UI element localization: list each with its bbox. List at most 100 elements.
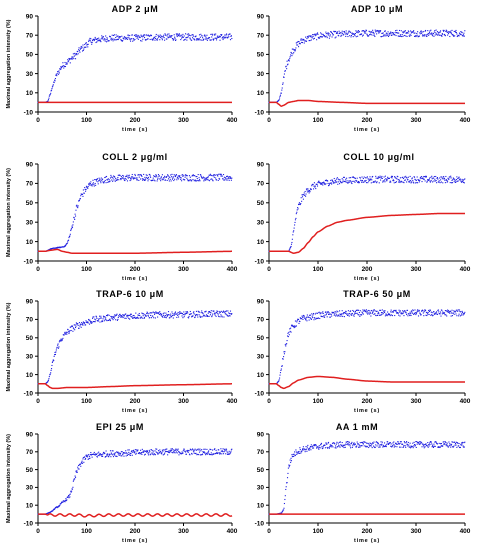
data-point <box>337 446 339 448</box>
data-point <box>398 181 400 183</box>
data-point <box>436 313 439 315</box>
data-point <box>453 445 455 447</box>
x-tick-label: 400 <box>460 398 471 405</box>
data-point <box>115 34 117 36</box>
data-point <box>85 188 87 191</box>
data-point <box>136 37 138 39</box>
data-point <box>163 34 165 36</box>
data-point <box>413 176 416 178</box>
data-point <box>332 181 334 183</box>
data-point <box>412 181 414 183</box>
data-point <box>174 175 177 178</box>
data-point <box>445 445 447 447</box>
data-point <box>50 372 52 374</box>
data-point <box>400 180 402 182</box>
data-point <box>286 477 289 479</box>
data-point <box>319 313 321 315</box>
data-point <box>451 179 453 181</box>
data-point <box>352 176 354 178</box>
data-point <box>153 175 155 177</box>
data-point <box>439 30 442 32</box>
data-point <box>312 447 314 449</box>
data-point <box>208 180 211 182</box>
data-point <box>165 312 167 314</box>
data-point <box>438 446 440 448</box>
data-point <box>86 43 88 46</box>
data-point <box>112 180 114 182</box>
data-point <box>169 315 171 317</box>
data-point <box>306 314 308 316</box>
data-point <box>370 443 372 445</box>
data-point <box>97 454 99 456</box>
data-point <box>382 446 384 448</box>
data-point <box>310 317 312 319</box>
data-point <box>226 314 228 316</box>
data-point <box>85 458 87 460</box>
data-point <box>421 446 423 448</box>
data-point <box>181 312 183 314</box>
data-point <box>278 99 280 101</box>
data-point <box>435 441 437 443</box>
data-point <box>376 181 378 183</box>
data-point <box>405 35 407 37</box>
data-point <box>58 72 60 74</box>
data-point <box>196 38 198 40</box>
data-point <box>120 451 122 453</box>
data-point <box>452 312 454 314</box>
data-point <box>228 315 230 317</box>
data-point <box>64 331 66 333</box>
data-point <box>308 40 310 42</box>
data-point <box>108 456 110 458</box>
data-point <box>193 38 195 40</box>
data-point <box>369 179 371 181</box>
data-point <box>344 444 346 446</box>
data-point <box>346 180 348 182</box>
data-point <box>189 313 191 316</box>
data-point <box>154 176 156 178</box>
data-point <box>327 311 329 313</box>
data-point <box>420 30 422 32</box>
data-point <box>170 174 172 176</box>
data-point <box>199 180 201 182</box>
data-point <box>400 313 402 315</box>
data-point <box>53 509 55 511</box>
data-point <box>363 176 365 178</box>
data-point <box>390 181 392 183</box>
data-point <box>288 331 290 333</box>
y-tick-label: 30 <box>257 354 265 361</box>
data-point <box>113 179 115 181</box>
data-point <box>90 38 92 40</box>
data-point <box>326 446 328 449</box>
data-point <box>133 317 135 319</box>
data-point <box>365 446 367 448</box>
data-point <box>342 179 344 181</box>
x-axis-label: time (s) <box>122 538 148 544</box>
data-point <box>418 441 420 443</box>
data-point <box>226 451 228 453</box>
data-point <box>217 179 219 181</box>
data-point <box>304 194 306 197</box>
data-point <box>414 309 416 311</box>
data-point <box>338 445 340 447</box>
data-point <box>218 310 220 313</box>
data-point <box>295 451 297 453</box>
data-point <box>442 29 444 31</box>
data-point <box>166 315 168 317</box>
data-point <box>338 30 340 32</box>
data-point <box>352 309 354 312</box>
data-point <box>384 175 386 177</box>
data-point <box>119 37 121 39</box>
data-point <box>336 31 338 33</box>
data-point <box>224 311 226 313</box>
data-point <box>383 30 386 32</box>
data-point <box>287 59 289 61</box>
data-point <box>128 449 130 451</box>
data-point <box>66 62 68 64</box>
data-point <box>51 86 53 88</box>
data-point <box>356 441 358 443</box>
data-point <box>313 37 315 39</box>
data-point <box>391 175 394 177</box>
data-point <box>454 180 456 182</box>
data-point <box>407 30 409 32</box>
data-point <box>229 176 231 178</box>
